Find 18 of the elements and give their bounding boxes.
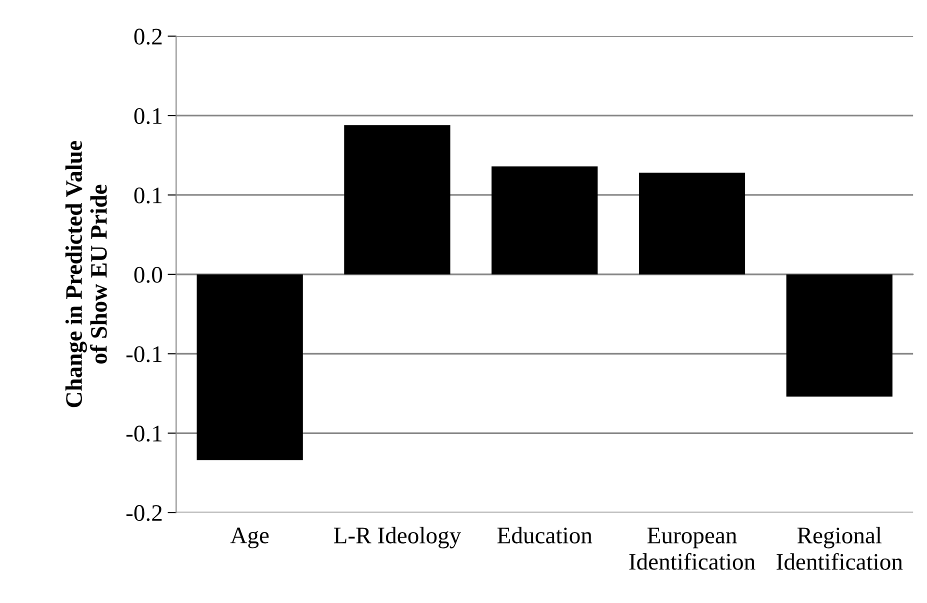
- bar: [492, 166, 598, 274]
- bar: [344, 125, 450, 274]
- bar: [786, 274, 892, 397]
- y-tick-label: -0.1: [126, 426, 162, 442]
- x-tick-label: Education: [497, 526, 592, 544]
- x-tick-label: L-R Ideology: [334, 526, 462, 548]
- y-tick-label: 0.1: [134, 108, 162, 124]
- y-tick-label: 0.1: [134, 187, 162, 204]
- bar: [638, 172, 746, 274]
- x-tick-label: European Identification: [629, 528, 756, 570]
- y-axis-title: Change in Predicted Value of Show EU Pride: [65, 141, 107, 408]
- y-tick-label: 0.0: [134, 266, 162, 283]
- x-tick-label: Regional Identification: [776, 526, 903, 570]
- y-tick-label: -0.1: [126, 346, 162, 362]
- x-tick-label: Age: [230, 528, 269, 548]
- bar: [196, 274, 303, 460]
- y-tick-label: -0.2: [126, 505, 162, 522]
- y-tick-label: 0.2: [134, 28, 162, 45]
